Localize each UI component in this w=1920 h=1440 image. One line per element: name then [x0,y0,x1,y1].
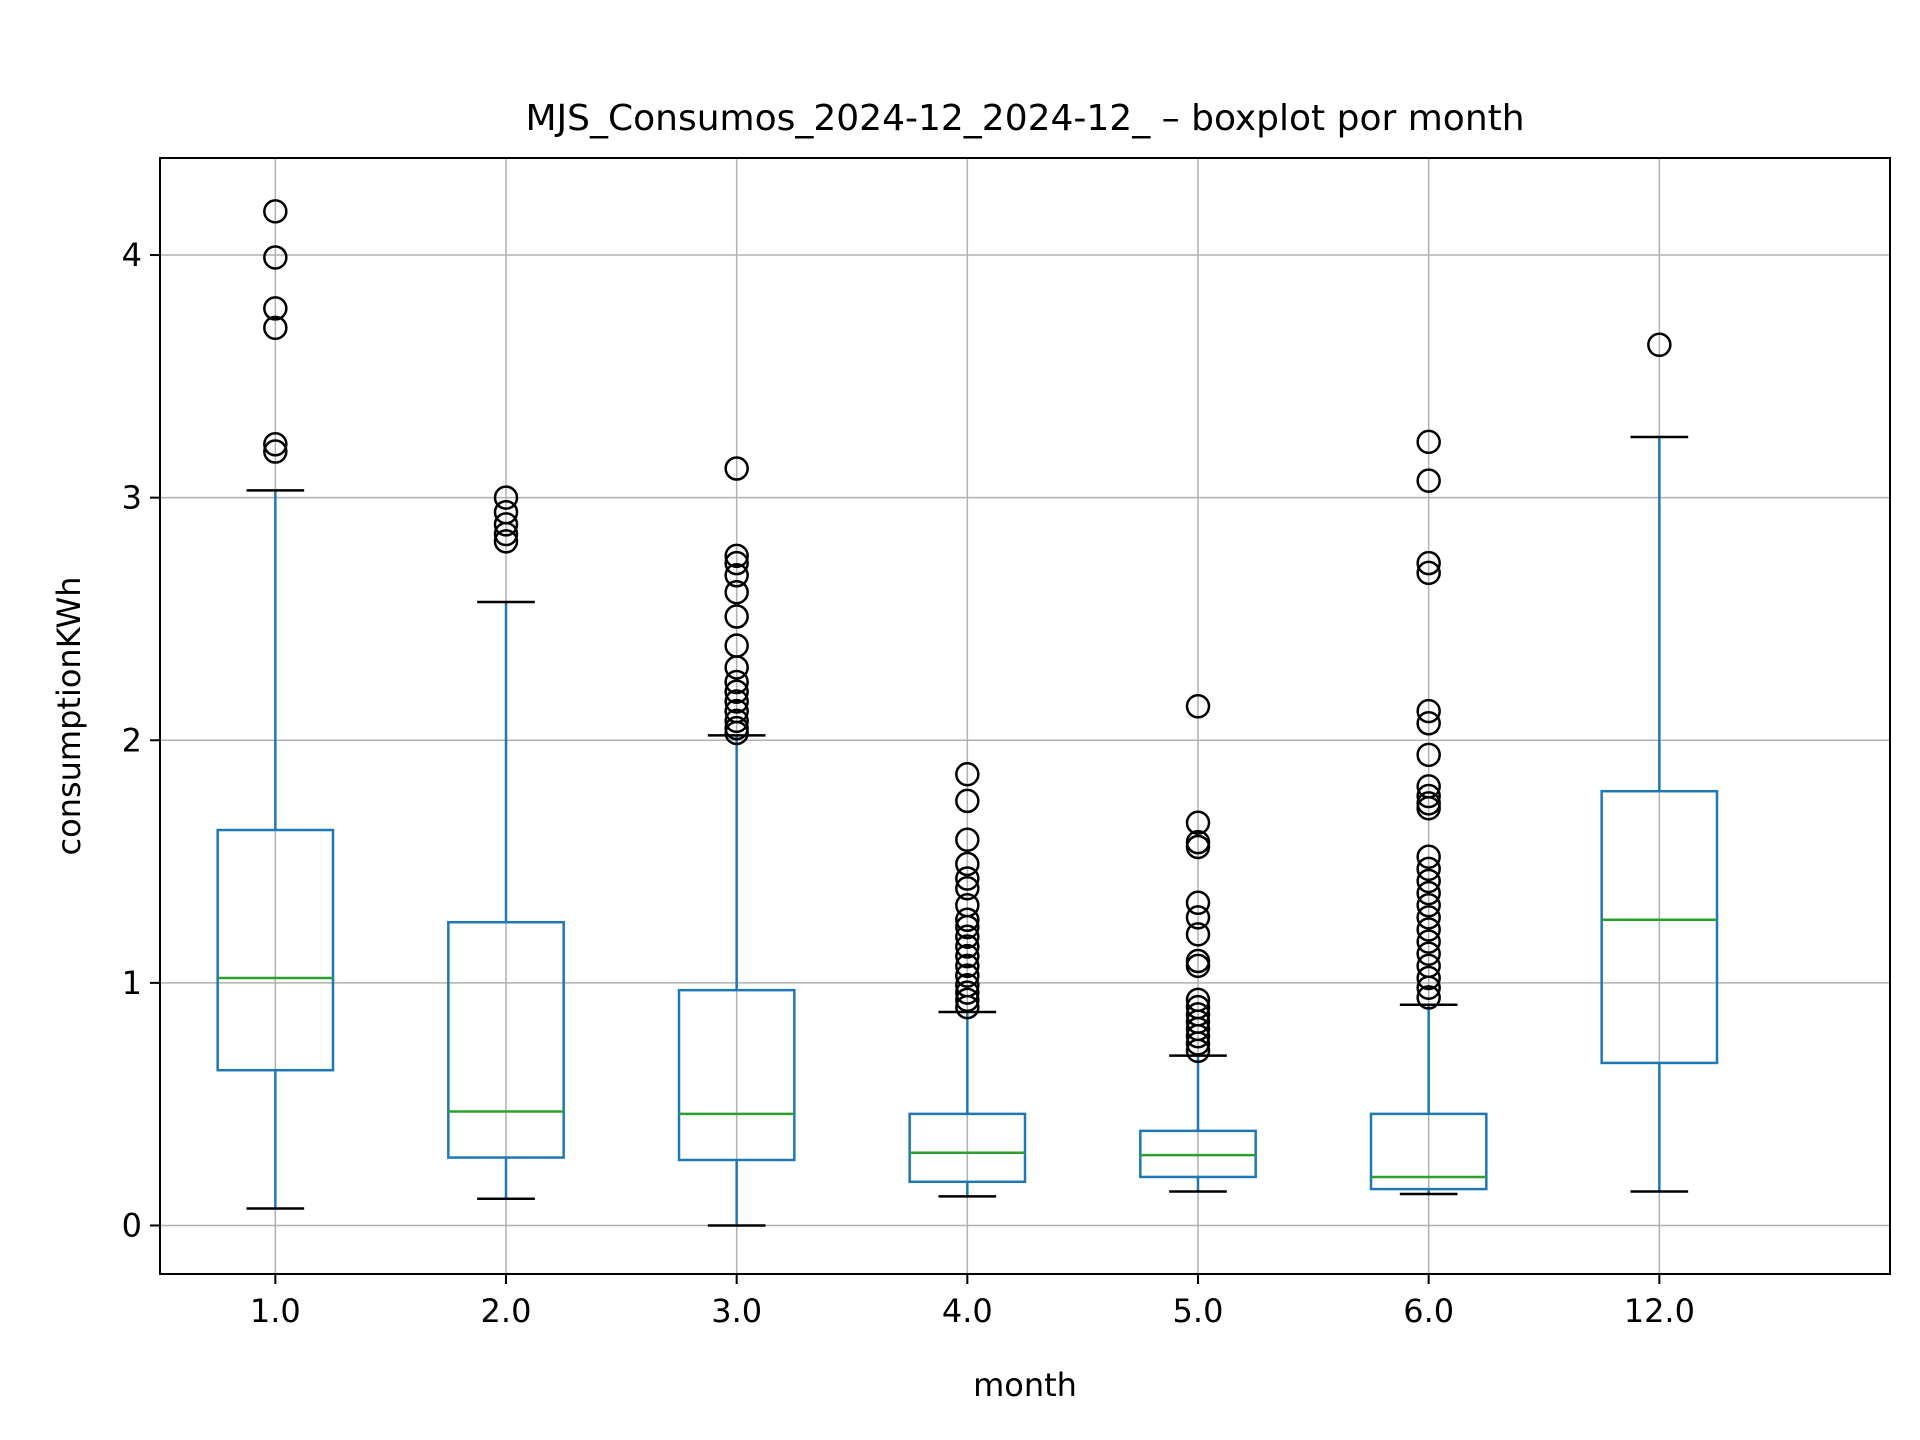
outlier-point [724,550,749,576]
outlier-point [724,580,749,605]
outlier-point [1647,332,1672,358]
outlier-point [1185,834,1211,860]
outlier-point [493,485,519,510]
outlier-point [955,943,980,969]
outlier-point [955,953,980,979]
outlier-point [724,563,749,588]
y-tick-label: 0 [122,1206,142,1244]
outlier-point [955,761,980,787]
outlier-point [955,876,980,901]
x-tick-label: 5.0 [1173,1292,1224,1330]
outlier-point [955,994,980,1020]
outlier-point [1185,1038,1211,1064]
box-iqr [908,1112,1027,1184]
outlier-point [1416,880,1441,906]
outlier-point [1416,917,1441,942]
outlier-point [1416,550,1441,576]
x-tick-label: 6.0 [1403,1292,1454,1330]
outlier-point [1416,468,1441,493]
outlier-point [955,866,980,891]
outlier-point [493,529,519,554]
outlier-point [1416,905,1441,930]
outlier-point [1185,694,1211,719]
outlier-point [1416,892,1441,918]
outlier-point [955,924,980,950]
box-iqr [677,988,796,1162]
outlier-point [724,456,749,481]
outlier-point [1185,905,1211,930]
plot-layer [216,199,1719,1227]
outlier-point [955,914,980,940]
outlier-point [1416,783,1441,809]
outlier-point [263,432,288,457]
outlier-point [955,907,980,933]
chart-title: MJS_Consumos_2024-12_2024-12_ – boxplot … [525,98,1524,139]
outlier-point [724,543,749,569]
outlier-point [955,934,980,959]
outlier-point [1416,844,1441,869]
box-iqr [447,920,565,1159]
outlier-point [1416,929,1441,954]
outlier-point [955,827,980,852]
outlier-point [1416,429,1441,455]
y-axis-label: consumptionKWh [50,577,88,856]
outlier-point [493,521,519,547]
box-iqr [1600,789,1719,1065]
x-tick-label: 12.0 [1624,1292,1695,1330]
outlier-point [724,679,749,704]
outlier-point [724,669,749,695]
outlier-point [263,315,288,341]
outlier-point [263,296,288,321]
outlier-point [1185,922,1211,947]
grid-layer [160,158,1890,1274]
outlier-point [263,439,288,464]
x-tick-label: 4.0 [942,1292,993,1330]
x-tick-label: 3.0 [711,1292,762,1330]
outlier-point [263,199,288,224]
box-iqr [216,828,335,1072]
outlier-point [1416,698,1441,724]
outlier-point [955,851,980,877]
outlier-point [955,987,980,1013]
outlier-point [263,245,288,270]
x-axis-label: month [973,1366,1077,1404]
axis-layer: 0 1 2 3 4 1.0 2.0 3.0 4.0 5.0 6.0 12.0 [122,236,1695,1330]
outlier-point [1185,953,1211,979]
outlier-point [1416,795,1441,821]
outlier-point [724,708,749,734]
y-tick-label: 1 [122,964,142,1002]
outlier-point [1185,1023,1211,1049]
outlier-point [724,655,749,680]
plot-frame [159,157,1891,1275]
outlier-point [724,720,749,746]
outlier-point [1416,868,1441,894]
x-tick-label: 1.0 [250,1292,301,1330]
y-tick-label: 4 [122,236,142,274]
outlier-point [1416,711,1441,736]
outlier-point [955,980,980,1005]
outlier-point [1185,890,1211,916]
outlier-point [1416,975,1441,1000]
y-tick-label: 2 [122,721,142,759]
outlier-point [493,512,519,537]
y-tick-label: 3 [122,479,142,517]
outlier-point [1416,742,1441,768]
outlier-point [1416,941,1441,967]
outlier-point [1185,810,1211,835]
outlier-point [1416,965,1441,991]
outlier-point [1416,985,1441,1010]
x-tick-label: 2.0 [481,1292,532,1330]
outlier-point [1416,856,1441,882]
outlier-point [955,963,980,988]
outlier-point [955,788,980,814]
outlier-point [724,604,749,629]
outlier-point [1185,1031,1211,1056]
outlier-point [724,689,749,714]
box-iqr [1369,1112,1488,1191]
outlier-point [1416,560,1441,586]
